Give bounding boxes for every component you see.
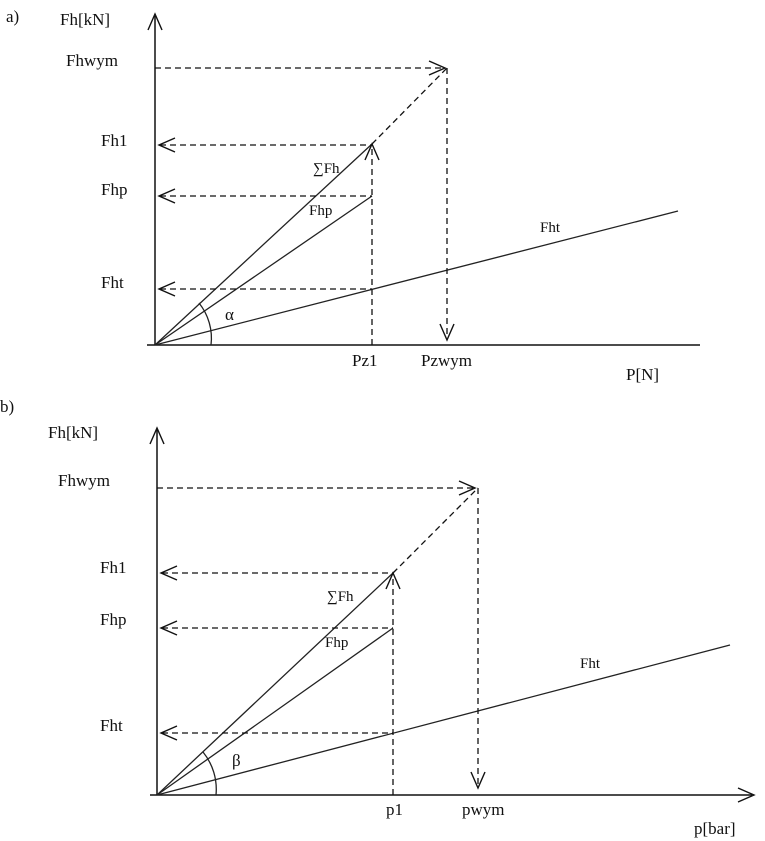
panel-a-tick-fhwym: Fhwym xyxy=(66,51,118,70)
panel-a: a) Fh[kN] P[N] α Fhw xyxy=(6,7,700,384)
panel-b-tick-fhp: Fhp xyxy=(100,610,126,629)
panel-b-label: b) xyxy=(0,397,14,416)
panel-a-fht-line xyxy=(154,210,679,346)
panel-b: b) Fh[kN] p[bar] β xyxy=(0,397,756,838)
panel-a-tick-fhp: Fhp xyxy=(101,180,127,199)
panel-a-tick-pz1: Pz1 xyxy=(352,351,378,370)
panel-b-fhp-line xyxy=(156,627,394,796)
panel-a-y-axis-arrowhead xyxy=(147,12,163,31)
panel-b-fhwym-arrowhead xyxy=(458,480,477,496)
panel-a-fhwym-arrowhead xyxy=(428,60,447,76)
panel-b-pwym-arrowhead xyxy=(470,771,486,790)
panel-b-tick-fh1: Fh1 xyxy=(100,558,126,577)
panel-b-sum-fh-line xyxy=(156,572,394,796)
panel-b-angle-arc xyxy=(202,751,217,796)
panel-a-fht-arrowhead xyxy=(157,281,176,297)
panel-a-fhp-line xyxy=(154,195,373,346)
panel-b-y-axis-label: Fh[kN] xyxy=(48,423,98,442)
panel-b-sum-extension xyxy=(392,487,479,574)
panel-a-tick-fh1: Fh1 xyxy=(101,131,127,150)
panel-b-p1-arrowhead xyxy=(385,571,401,590)
panel-a-pzwym-arrowhead xyxy=(439,323,455,342)
panel-b-fht-line xyxy=(156,644,731,796)
panel-b-fht-arrowhead xyxy=(159,725,178,741)
panel-a-fht-line-label: Fht xyxy=(540,220,561,236)
panel-a-sum-fh-label: ∑Fh xyxy=(313,161,340,177)
panel-a-sum-extension xyxy=(371,67,448,145)
panel-b-tick-p1: p1 xyxy=(386,800,403,819)
panel-b-fht-line-label: Fht xyxy=(580,656,601,672)
panel-a-fh1-arrowhead xyxy=(157,137,176,153)
panel-b-tick-pwym: pwym xyxy=(462,800,505,819)
panel-a-tick-pzwym: Pzwym xyxy=(421,351,472,370)
panel-a-sum-fh-line xyxy=(154,143,373,346)
panel-b-angle-label: β xyxy=(232,751,241,770)
panel-b-y-axis-arrowhead xyxy=(149,426,165,445)
panel-a-y-axis-label: Fh[kN] xyxy=(60,10,110,29)
panel-a-pz1-arrowhead xyxy=(364,142,380,161)
panel-a-angle-arc xyxy=(198,302,213,346)
panel-b-fhp-line-label: Fhp xyxy=(325,635,348,651)
panel-b-tick-fht: Fht xyxy=(100,716,123,735)
panel-a-angle-label: α xyxy=(225,305,234,324)
panel-a-x-axis-label: P[N] xyxy=(626,365,659,384)
panel-b-x-axis-label: p[bar] xyxy=(694,819,736,838)
panel-b-fhp-arrowhead xyxy=(159,620,178,636)
panel-a-fhp-arrowhead xyxy=(157,188,176,204)
panel-a-tick-fht: Fht xyxy=(101,273,124,292)
panel-b-x-axis-arrowhead xyxy=(737,787,756,803)
panel-a-label: a) xyxy=(6,7,19,26)
panel-b-tick-fhwym: Fhwym xyxy=(58,471,110,490)
panel-a-fhp-line-label: Fhp xyxy=(309,203,332,219)
panel-b-fh1-arrowhead xyxy=(159,565,178,581)
panel-b-sum-fh-label: ∑Fh xyxy=(327,589,354,605)
